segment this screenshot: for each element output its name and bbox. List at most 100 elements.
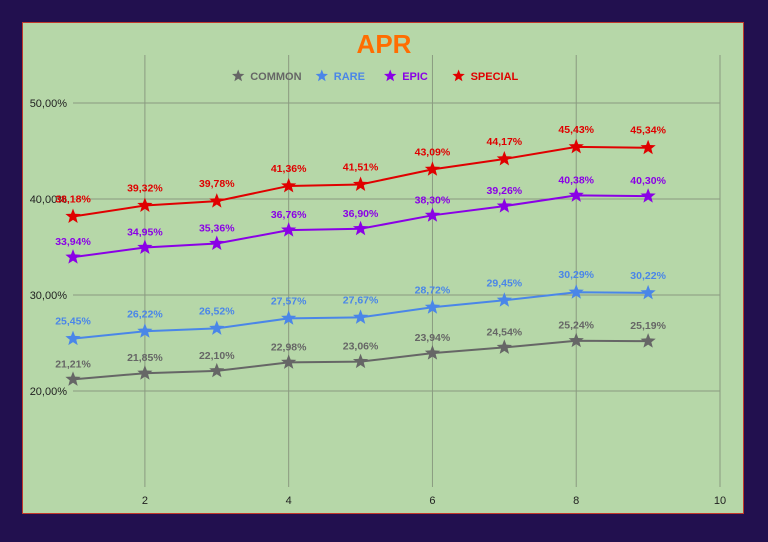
data-point-epic	[209, 235, 225, 251]
x-axis-ticks: 2 4 6 8 10	[142, 495, 726, 507]
data-point-common	[352, 353, 369, 369]
data-label-special: 45,34%	[630, 125, 666, 137]
data-label-epic: 38,30%	[415, 194, 451, 206]
data-label-special: 39,78%	[199, 178, 235, 190]
data-label-rare: 27,57%	[271, 295, 307, 307]
data-point-rare	[496, 292, 512, 307]
data-label-epic: 40,38%	[558, 174, 594, 186]
y-tick-label: 30,00%	[30, 290, 68, 302]
data-point-common	[65, 371, 81, 386]
data-point-special	[568, 138, 584, 154]
data-label-epic: 35,36%	[199, 223, 235, 235]
data-label-special: 44,17%	[487, 136, 523, 148]
data-label-rare: 26,52%	[199, 305, 235, 317]
legend-item-epic: EPIC	[384, 69, 428, 83]
data-point-rare	[209, 320, 225, 335]
data-point-special	[496, 150, 512, 166]
x-tick-label: 8	[573, 495, 579, 507]
data-point-epic	[424, 207, 441, 222]
data-label-special: 41,51%	[343, 162, 379, 174]
data-point-rare	[137, 323, 153, 338]
data-point-common	[137, 365, 153, 380]
data-label-common: 22,98%	[271, 341, 307, 353]
data-label-common: 25,19%	[630, 320, 666, 332]
data-label-common: 23,06%	[343, 341, 379, 353]
legend-item-special: SPECIAL	[452, 69, 519, 83]
data-point-special	[424, 161, 441, 176]
data-point-special	[352, 176, 369, 191]
series-rare: 25,45% 26,22% 26,52% 27,57% 27,67% 28,72% 29,4…	[55, 269, 667, 346]
data-point-special	[65, 208, 81, 223]
data-label-common: 23,94%	[415, 332, 451, 344]
data-point-special	[640, 139, 656, 155]
data-point-rare	[568, 284, 584, 299]
data-point-special	[281, 177, 297, 193]
data-point-rare	[281, 310, 297, 325]
legend-label: COMMON	[250, 71, 301, 83]
legend-item-common: COMMON	[232, 69, 302, 83]
data-label-rare: 29,45%	[487, 277, 523, 289]
data-label-common: 25,24%	[558, 320, 594, 332]
data-label-rare: 30,29%	[558, 269, 594, 281]
data-point-rare	[65, 330, 81, 346]
data-point-common	[568, 332, 584, 348]
data-label-rare: 27,67%	[343, 294, 379, 306]
data-label-common: 22,10%	[199, 350, 235, 362]
data-label-epic: 39,26%	[487, 185, 523, 197]
data-point-common	[281, 354, 297, 369]
data-label-rare: 28,72%	[415, 284, 451, 296]
y-tick-label: 40,00%	[30, 194, 68, 206]
legend-label: SPECIAL	[471, 71, 519, 83]
data-label-rare: 25,45%	[55, 316, 91, 328]
data-label-epic: 36,76%	[271, 209, 307, 221]
series-epic: 33,94% 34,95% 35,36% 36,76% 36,90% 38,30% 39,2…	[55, 174, 667, 264]
data-label-rare: 26,22%	[127, 308, 163, 320]
y-tick-label: 20,00%	[30, 386, 68, 398]
series-common: 21,21% 21,85% 22,10% 22,98% 23,06% 23,94% 24,5…	[55, 320, 667, 386]
x-tick-label: 4	[286, 495, 292, 507]
data-point-epic	[568, 187, 584, 202]
legend-star-icon	[384, 69, 397, 82]
data-label-epic: 40,30%	[630, 175, 666, 187]
data-label-special: 39,32%	[127, 183, 163, 195]
data-point-common	[640, 333, 656, 348]
x-tick-label: 10	[714, 495, 726, 507]
data-label-rare: 30,22%	[630, 270, 666, 282]
data-point-special	[209, 193, 225, 208]
data-label-common: 21,21%	[55, 358, 91, 370]
data-label-epic: 33,94%	[55, 236, 91, 248]
data-point-rare	[352, 309, 369, 324]
data-point-epic	[137, 239, 153, 254]
apr-line-chart: APR 20,00% 30,00% 40,00% 50,00% 2 4 6 8 10 21,2…	[30, 29, 726, 507]
data-point-epic	[65, 249, 81, 264]
data-point-epic	[640, 188, 656, 203]
chart-title: APR	[357, 29, 412, 59]
data-label-epic: 36,90%	[343, 208, 379, 220]
data-label-common: 24,54%	[487, 326, 523, 338]
data-point-epic	[496, 198, 512, 213]
series-special: 38,18% 39,32% 39,78% 41,36% 41,51% 43,09% 44,1…	[55, 124, 667, 223]
x-tick-label: 2	[142, 495, 148, 507]
data-label-special: 43,09%	[415, 146, 451, 158]
data-label-epic: 34,95%	[127, 226, 163, 238]
x-tick-label: 6	[429, 495, 435, 507]
data-point-special	[137, 197, 153, 212]
data-point-common	[424, 345, 441, 360]
data-label-special: 45,43%	[558, 124, 594, 136]
chart-frame: APR 20,00% 30,00% 40,00% 50,00% 2 4 6 8 10 21,2…	[22, 22, 744, 514]
data-point-common	[209, 362, 225, 378]
grid-lines	[73, 55, 721, 487]
legend-label: RARE	[334, 71, 365, 83]
data-label-common: 21,85%	[127, 352, 163, 364]
data-point-epic	[352, 220, 369, 236]
data-point-epic	[281, 222, 297, 237]
data-point-rare	[640, 284, 656, 300]
data-label-special: 41,36%	[271, 163, 307, 175]
series-group: 21,21% 21,85% 22,10% 22,98% 23,06% 23,94% 24,5…	[55, 124, 667, 386]
y-axis-ticks: 20,00% 30,00% 40,00% 50,00%	[30, 98, 68, 398]
data-point-common	[496, 339, 512, 354]
legend: COMMON RARE EPIC SPECIAL	[232, 69, 519, 83]
legend-star-icon	[452, 69, 465, 82]
legend-item-rare: RARE	[315, 69, 365, 83]
legend-star-icon	[315, 69, 328, 82]
